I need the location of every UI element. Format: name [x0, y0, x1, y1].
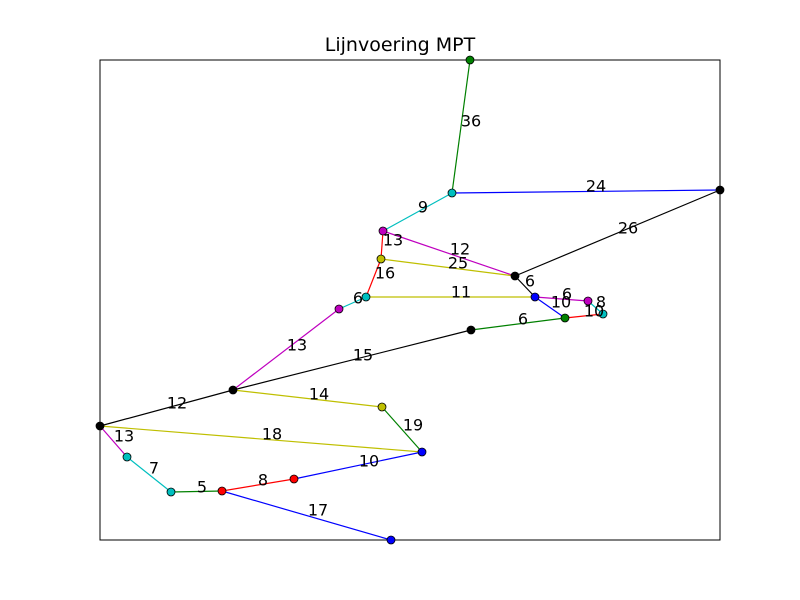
- edge-label: 16: [375, 264, 395, 283]
- edge-n4-n5: [380, 230, 384, 260]
- node-n3: [715, 185, 725, 195]
- node-n12: [598, 309, 608, 319]
- node-n16: [95, 421, 105, 431]
- edge-n6-n8: [514, 275, 536, 298]
- node-n19: [289, 474, 299, 484]
- node-n10: [334, 304, 344, 314]
- edge-label: 14: [309, 385, 329, 404]
- edge-label: 17: [308, 501, 328, 520]
- edge-n13-n11: [470, 317, 566, 331]
- edge-n14-n10: [232, 308, 340, 391]
- edge-label: 11: [451, 283, 471, 302]
- edge-label: 36: [461, 112, 481, 131]
- edge-label: 13: [114, 427, 134, 446]
- edge-label: 10: [584, 302, 604, 321]
- edge-n8-n11: [534, 296, 566, 319]
- node-n17: [417, 447, 427, 457]
- edge-label: 19: [403, 416, 423, 435]
- edge-label: 12: [450, 240, 470, 259]
- edge-n5-n6: [380, 258, 516, 277]
- edge-n4-n6: [382, 230, 516, 277]
- edge-n14-n13: [232, 329, 472, 391]
- edge-label: 6: [353, 289, 363, 308]
- edge-n3-n6: [514, 189, 721, 277]
- node-n6: [510, 271, 520, 281]
- node-n18: [122, 452, 132, 462]
- edge-n15-n17: [381, 406, 423, 453]
- edge-n8-n9: [534, 296, 589, 302]
- node-n20: [166, 487, 176, 497]
- edge-n20-n21: [170, 490, 223, 493]
- edge-n10-n7: [338, 296, 367, 310]
- edge-n16-n17: [99, 425, 423, 453]
- edge-label: 8: [258, 471, 268, 490]
- node-n4: [378, 226, 388, 236]
- edge-n1-n2: [451, 59, 471, 194]
- edge-label: 9: [418, 198, 428, 217]
- edge-label: 6: [525, 272, 535, 291]
- edge-n21-n22: [221, 490, 392, 541]
- edge-label: 5: [197, 478, 207, 497]
- edge-n18-n20: [126, 456, 172, 493]
- edge-label: 26: [618, 219, 638, 238]
- edge-label: 13: [383, 231, 403, 250]
- edges-layer: [99, 59, 721, 541]
- node-n21: [217, 486, 227, 496]
- node-n9: [583, 296, 593, 306]
- edge-label: 10: [551, 293, 571, 312]
- node-n8: [530, 292, 540, 302]
- edge-n11-n12: [564, 313, 604, 319]
- edge-n19-n17: [293, 451, 423, 480]
- edge-label: 15: [353, 346, 373, 365]
- edge-label: 8: [596, 293, 606, 312]
- edge-label: 18: [262, 425, 282, 444]
- node-n5: [376, 254, 386, 264]
- edge-n2-n4: [382, 192, 453, 232]
- edge-n16-n18: [99, 425, 128, 458]
- edge-n21-n19: [221, 478, 295, 492]
- chart-title: Lijnvoering MPT: [324, 34, 476, 56]
- edge-label: 6: [518, 310, 528, 329]
- plot-frame: [99, 59, 721, 541]
- node-n11: [560, 313, 570, 323]
- node-n1: [465, 55, 475, 65]
- node-n7: [361, 292, 371, 302]
- edge-label: 7: [149, 459, 159, 478]
- edge-n14-n15: [232, 389, 383, 408]
- node-n15: [377, 402, 387, 412]
- nodes-layer: [95, 55, 725, 545]
- edge-label: 24: [586, 177, 606, 196]
- node-n14: [228, 385, 238, 395]
- edge-label: 10: [359, 452, 379, 471]
- edge-label: 12: [167, 394, 187, 413]
- node-n2: [447, 188, 457, 198]
- node-n22: [386, 535, 396, 545]
- edge-n16-n14: [99, 389, 234, 427]
- edge-label: 6: [562, 285, 572, 304]
- edge-label: 25: [448, 254, 468, 273]
- edge-n5-n7: [365, 258, 382, 298]
- node-n13: [466, 325, 476, 335]
- edge-n2-n3: [451, 189, 721, 194]
- edge-label: 13: [287, 336, 307, 355]
